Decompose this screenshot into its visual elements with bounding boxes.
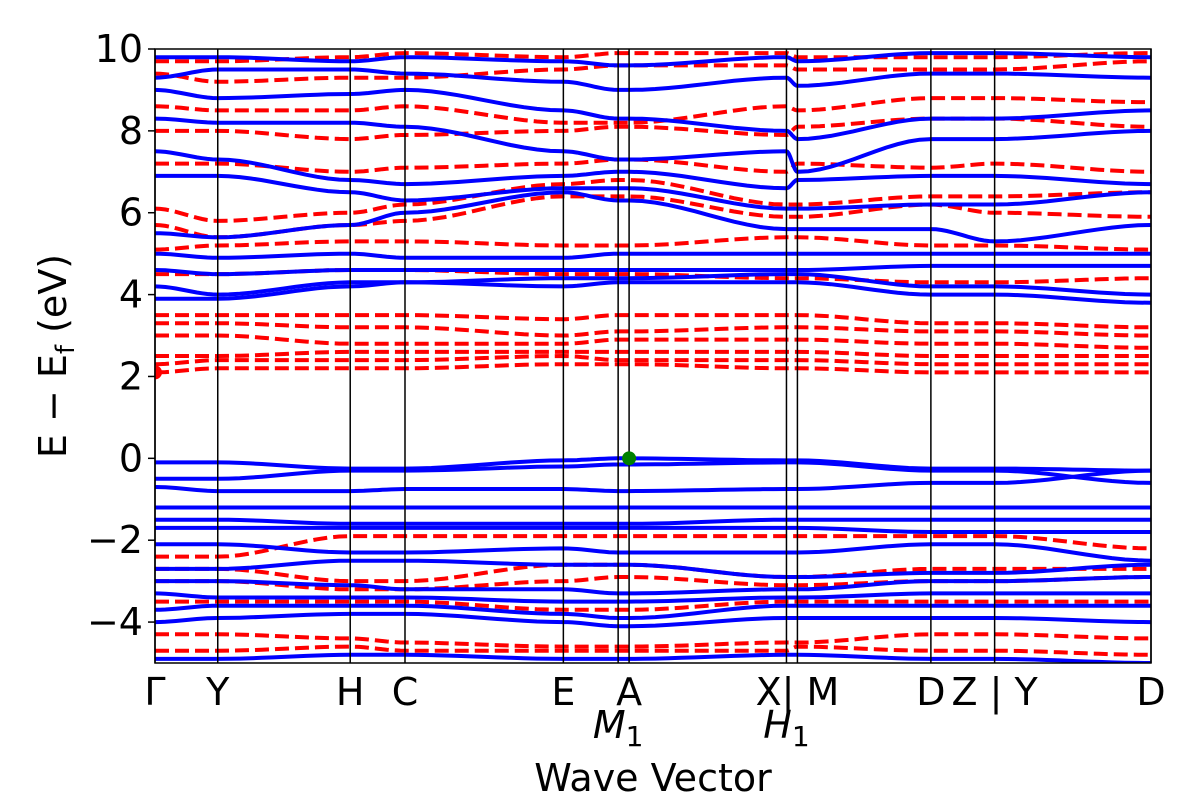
x-axis-label: Wave Vector: [534, 756, 772, 800]
band-spin-up-9: [155, 591, 1151, 604]
band-spin-down-6: [155, 362, 1151, 375]
band-spin-up-20: [155, 116, 1151, 174]
band-spin-down-16: [155, 157, 1151, 174]
band-spin-up-17: [155, 190, 1151, 244]
band-spin-up-13: [155, 280, 1151, 305]
band-spin-up-7: [155, 558, 1151, 579]
cbm-marker: [155, 365, 162, 380]
band-spin-up-6: [155, 542, 1151, 563]
plot-frame: [154, 48, 1152, 664]
x-tick-label: D: [916, 670, 945, 714]
band-spin-down-11: [155, 313, 1151, 330]
x-tick-label: E: [551, 670, 575, 714]
x-tick-label: Z | Y: [952, 670, 1039, 715]
x-tick-label: C: [392, 670, 419, 714]
x-tick-label: A: [616, 670, 642, 714]
x-tick-label: H1: [763, 703, 809, 753]
band-spin-up-11: [155, 611, 1151, 629]
band-spin-down-4: [155, 632, 1151, 649]
y-tick-label: 0: [119, 436, 143, 480]
y-tick-label: 6: [119, 191, 143, 235]
band-spin-down-18: [155, 96, 1151, 125]
band-spin-up-10: [155, 603, 1151, 620]
band-spin-up-1: [155, 460, 1151, 485]
bands-layer: [155, 51, 1151, 663]
band-spin-down-3: [155, 599, 1151, 612]
band-spin-down-10: [155, 321, 1151, 338]
band-spin-up-5: [155, 525, 1151, 534]
band-spin-up-4: [155, 517, 1151, 526]
y-tick-label: 8: [119, 109, 143, 153]
band-spin-up-19: [155, 149, 1151, 191]
x-tick-label: Y: [205, 670, 230, 714]
y-tick-label: −2: [87, 518, 143, 562]
band-spin-up-8: [155, 575, 1151, 596]
markers-layer: [155, 365, 637, 466]
kpoint-lines: [154, 49, 1152, 663]
x-tick-label: H: [336, 670, 365, 714]
vbm-marker: [622, 451, 637, 466]
y-axis-label: E − Ef (eV): [31, 254, 81, 458]
y-tick-label: 10: [95, 27, 143, 71]
y-tick-label: 4: [119, 273, 143, 317]
band-spin-up-16: [155, 251, 1151, 260]
band-spin-down-20: [155, 51, 1151, 64]
band-spin-up-23: [155, 51, 1151, 68]
band-spin-down-8: [155, 349, 1151, 358]
band-spin-up-22: [155, 67, 1151, 92]
band-spin-down-15: [155, 178, 1151, 223]
band-spin-up-2: [155, 468, 1151, 494]
y-axis-ticks: −4 −2 0 2 4 6 8 10: [87, 27, 155, 644]
band-spin-down-5: [155, 644, 1151, 657]
band-spin-down-9: [155, 333, 1151, 350]
band-spin-up-18: [155, 173, 1151, 211]
band-spin-up-14: [155, 272, 1151, 297]
x-tick-label: X| M: [756, 670, 840, 715]
band-spin-down-13: [155, 235, 1151, 252]
y-tick-label: −4: [87, 600, 143, 644]
band-spin-up-21: [155, 87, 1151, 142]
band-spin-down-7: [155, 353, 1151, 367]
band-spin-down-0: [155, 534, 1151, 559]
x-tick-label: Γ: [144, 670, 165, 714]
x-tick-label: D: [1136, 670, 1165, 714]
band-spin-up-15: [155, 263, 1151, 277]
y-tick-label: 2: [119, 354, 143, 398]
band-spin-up-12: [155, 652, 1151, 663]
x-tick-label: M1: [593, 703, 644, 753]
